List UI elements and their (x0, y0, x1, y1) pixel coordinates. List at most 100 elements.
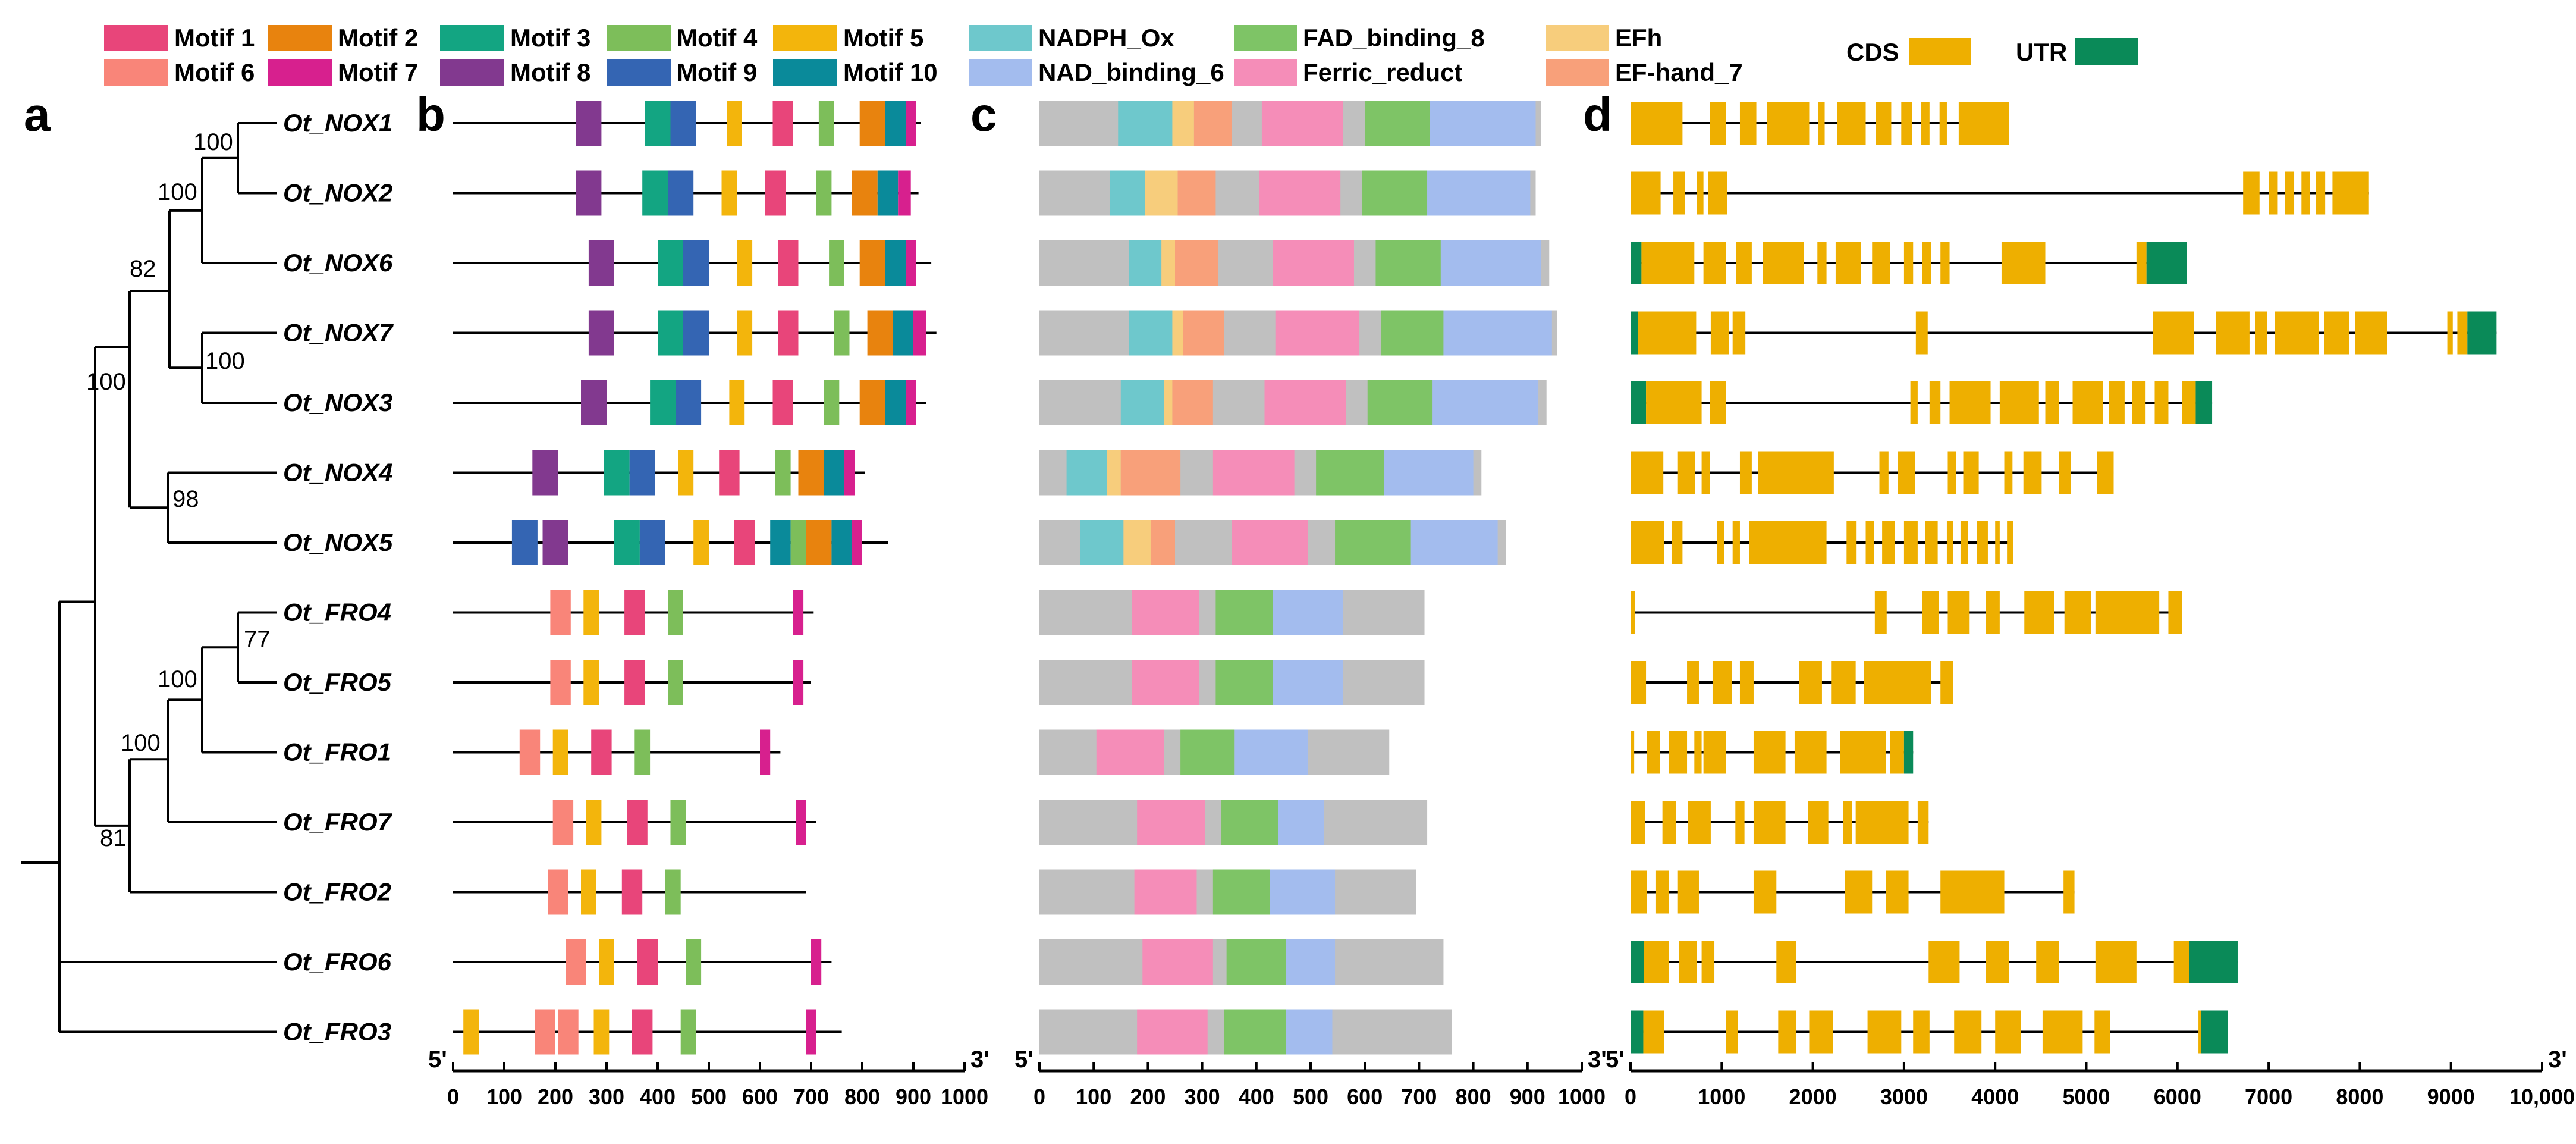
motif-1-block (734, 520, 755, 565)
motif-2-block (859, 240, 885, 286)
cds-block (1749, 521, 1827, 564)
motif-8-block (532, 450, 558, 496)
motif-2-block (806, 520, 832, 565)
cds-block (2045, 381, 2059, 424)
motif-8-block (576, 170, 602, 216)
domain-ferric-reduct-block (1273, 240, 1354, 286)
legend-swatch-ef-hand-7 (1546, 59, 1609, 86)
legend-swatch-ferric-reduct (1234, 59, 1297, 86)
domain-nadph-ox-block (1066, 450, 1107, 496)
motif-9-block (683, 310, 709, 356)
cds-block (1960, 521, 1968, 564)
cds-block (1865, 521, 1874, 564)
motif-10-block (877, 170, 899, 216)
cds-block (1712, 661, 1732, 704)
cds-block (1818, 102, 1825, 145)
domain-efh-block (1123, 520, 1151, 565)
cds-block (1732, 521, 1740, 564)
domain-nad-binding-6-block (1384, 450, 1474, 496)
motif-10-block (770, 520, 791, 565)
cds-block (2001, 242, 2046, 284)
utr-block (2189, 941, 2238, 983)
domain-nad-binding-6-block (1278, 800, 1324, 845)
motif-4-block (818, 101, 834, 146)
cds-block (1864, 661, 1931, 704)
cds-block (1903, 242, 1914, 284)
bootstrap-value: 100 (193, 129, 233, 155)
motif-2-block (852, 170, 878, 216)
motif-6-block (535, 1009, 555, 1055)
domain-ferric-reduct-block (1259, 170, 1341, 216)
domain-ef-hand-7-block (1175, 240, 1218, 286)
cds-block (2094, 1010, 2110, 1054)
motif-5-block (729, 380, 745, 425)
legend-label-nad-binding-6: NAD_binding_6 (1038, 58, 1224, 86)
panel-label-d: d (1583, 88, 1612, 141)
motif-1-block (772, 380, 793, 425)
motif-4-block (775, 450, 791, 496)
cds-block (1776, 941, 1797, 983)
cds-block (1644, 941, 1669, 983)
cds-block (2004, 451, 2013, 494)
domain-ef-hand-7-block (1183, 310, 1224, 356)
bootstrap-value: 100 (205, 348, 245, 374)
cds-block (1631, 102, 1683, 145)
motif-3-block (658, 310, 683, 356)
cds-block (1922, 591, 1939, 634)
bootstrap-value: 77 (244, 626, 271, 653)
domain-ef-hand-7-block (1177, 170, 1216, 216)
legend-swatch-motif-6 (104, 59, 168, 86)
cds-block (2457, 311, 2468, 355)
legend-label-motif-4: Motif 4 (677, 24, 758, 52)
cds-block (1631, 661, 1647, 704)
motif-1-block (621, 869, 643, 915)
cds-block (1753, 731, 1786, 774)
cds-block (2168, 591, 2182, 634)
motif-7-block (906, 101, 916, 146)
motif-5-block (721, 170, 737, 216)
phylogenetic-tree: 100 100 100 82 98 100 77 100 100 81 (21, 122, 277, 1033)
cds-block (1708, 171, 1727, 215)
cds-block (2285, 171, 2295, 215)
motif-10-block (885, 380, 906, 425)
cds-block (2447, 311, 2453, 355)
cds-block (1922, 242, 1931, 284)
cds-block (1703, 731, 1726, 774)
gene-tick-label: 4000 (1971, 1085, 2019, 1109)
domain-nad-binding-6-block (1432, 380, 1539, 425)
cds-block (2154, 381, 2169, 424)
legend-label-ef-hand-7: EF-hand_7 (1615, 58, 1743, 86)
cds-block (1817, 242, 1827, 284)
motif-4-block (668, 660, 683, 705)
cds-block (1631, 171, 1661, 215)
cds-block (1954, 1010, 1982, 1054)
cds-block (1641, 242, 1695, 284)
domain-ef-hand-7-block (1193, 101, 1232, 146)
motif-8-block (581, 380, 607, 425)
motif-tick-label: 1000 (941, 1085, 988, 1109)
cds-block (1631, 731, 1635, 774)
legend-label-fad-binding-8: FAD_binding_8 (1303, 24, 1485, 52)
bootstrap-value: 100 (158, 179, 197, 205)
cds-block (1753, 801, 1786, 844)
motif-6-block (550, 590, 571, 635)
gene-tick-label: 1000 (1698, 1085, 1745, 1109)
domain-fad-binding-8-block (1215, 660, 1273, 705)
motif-2-block (867, 310, 893, 356)
motif-tick-label: 0 (447, 1085, 459, 1109)
motif-5-block (581, 869, 596, 915)
cds-block (1758, 451, 1834, 494)
cds-block (1947, 451, 1956, 494)
utr-block (1631, 242, 1642, 284)
legend-label-motif-9: Motif 9 (677, 58, 757, 86)
cds-block (1809, 1010, 1833, 1054)
legend-label-motif-5: Motif 5 (843, 24, 923, 52)
motif-1-block (624, 590, 645, 635)
legend-swatch-motif-10 (773, 59, 837, 86)
motif-1-block (637, 939, 658, 985)
utr-block (2201, 1010, 2228, 1054)
cds-block (2182, 381, 2196, 424)
legend-label-motif-6: Motif 6 (174, 58, 255, 86)
cds-block (2064, 591, 2091, 634)
